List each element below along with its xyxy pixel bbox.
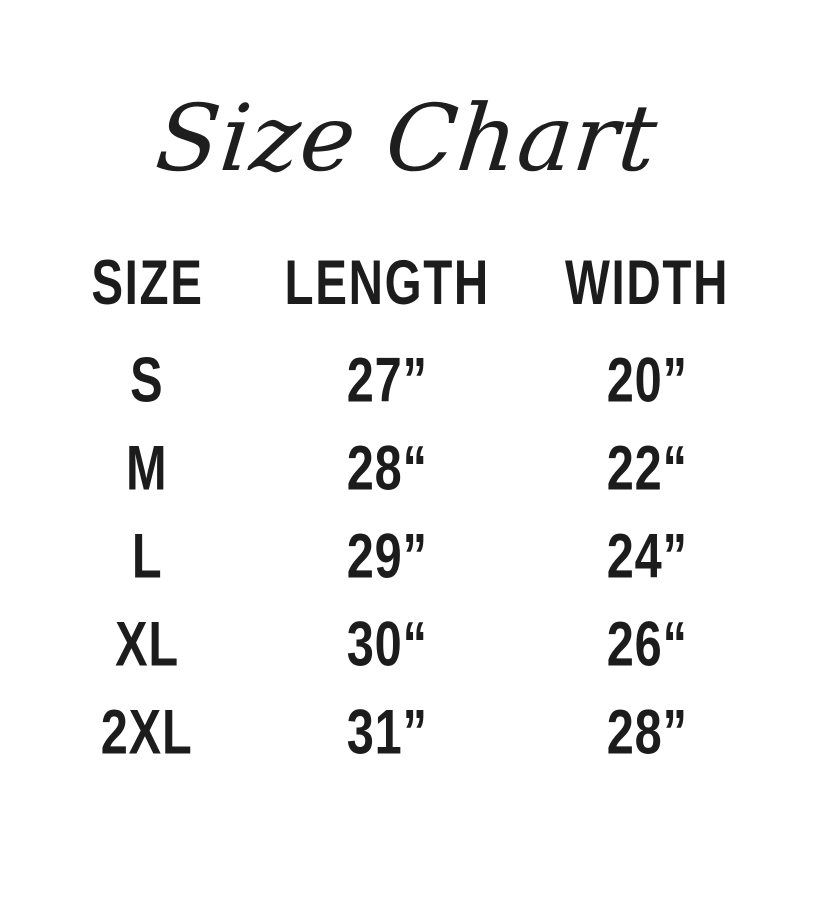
width-cell-l: 24” (606, 520, 688, 592)
column-header-size: SIZE (90, 247, 204, 318)
width-cell-s: 20” (606, 344, 688, 416)
size-cell-2xl: 2XL (101, 696, 193, 768)
length-cell-l: 29” (346, 520, 428, 592)
width-cell-xl: 26“ (606, 608, 688, 680)
length-cell-xl: 30“ (346, 608, 428, 680)
size-cell-m: M (126, 432, 168, 504)
size-cell-s: S (130, 344, 164, 416)
size-cell-l: L (131, 520, 163, 592)
length-cell-m: 28“ (346, 432, 428, 504)
size-cell-xl: XL (115, 608, 179, 680)
column-header-width: WIDTH (564, 247, 730, 318)
page-title: Size Chart (151, 84, 663, 192)
width-cell-m: 22“ (606, 432, 688, 504)
column-header-length: LENGTH (284, 247, 490, 318)
length-cell-s: 27” (346, 344, 428, 416)
size-chart-table: SIZE LENGTH WIDTH S 27” 20” M 28“ 22“ L … (42, 247, 772, 776)
width-cell-2xl: 28” (606, 696, 688, 768)
length-cell-2xl: 31” (346, 696, 428, 768)
